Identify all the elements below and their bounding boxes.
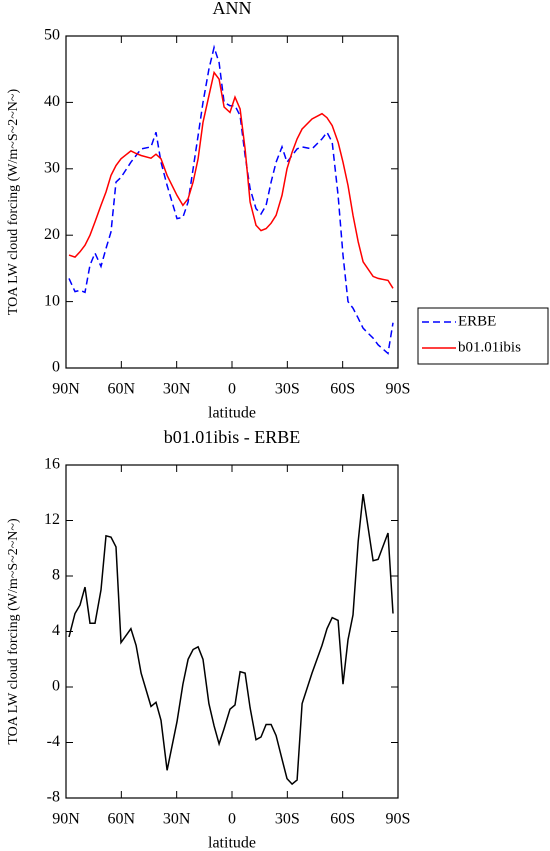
chart-title: ANN <box>213 0 252 18</box>
data-line <box>68 493 394 786</box>
x-tick-label: 0 <box>228 811 236 828</box>
legend-label: b01.01ibis <box>458 339 521 355</box>
y-axis-label: TOA LW cloud forcing (W/m~S~2~N~) <box>6 89 21 316</box>
y-tick-label: 0 <box>52 359 60 376</box>
x-tick-label: 60S <box>330 811 355 828</box>
x-tick-label: 30N <box>163 381 191 398</box>
plot-frame <box>65 35 399 369</box>
chart-title: b01.01ibis - ERBE <box>164 427 301 447</box>
y-tick-label: 12 <box>44 511 60 528</box>
y-tick-label: 40 <box>44 93 60 110</box>
x-tick-label: 30S <box>275 811 300 828</box>
y-tick-label: 30 <box>44 159 60 176</box>
y-tick-label: 0 <box>52 678 60 695</box>
legend-label: ERBE <box>458 313 496 329</box>
y-axis-label: TOA LW cloud forcing (W/m~S~2~N~) <box>6 518 21 745</box>
y-tick-label: -4 <box>47 733 60 750</box>
x-tick-label: 0 <box>228 381 236 398</box>
x-tick-label: 60N <box>108 381 136 398</box>
plot-frame <box>65 464 399 799</box>
y-tick-label: 8 <box>52 567 60 584</box>
y-tick-label: -8 <box>47 789 60 806</box>
y-tick-label: 10 <box>44 292 60 309</box>
legend-box <box>417 307 549 365</box>
y-tick-label: 16 <box>44 456 60 473</box>
y-tick-label: 20 <box>44 226 60 243</box>
x-tick-label: 60S <box>330 381 355 398</box>
y-tick-label: 50 <box>44 27 60 44</box>
x-tick-label: 90S <box>386 811 411 828</box>
x-tick-label: 90S <box>386 381 411 398</box>
x-tick-label: 90N <box>52 381 80 398</box>
data-line <box>68 70 394 289</box>
y-tick-label: 4 <box>52 622 60 639</box>
data-line <box>68 44 394 355</box>
x-axis-label: latitude <box>208 835 256 851</box>
x-tick-label: 60N <box>108 811 136 828</box>
x-tick-label: 30S <box>275 381 300 398</box>
x-tick-label: 30N <box>163 811 191 828</box>
x-tick-label: 90N <box>52 811 80 828</box>
x-axis-label: latitude <box>208 405 256 422</box>
